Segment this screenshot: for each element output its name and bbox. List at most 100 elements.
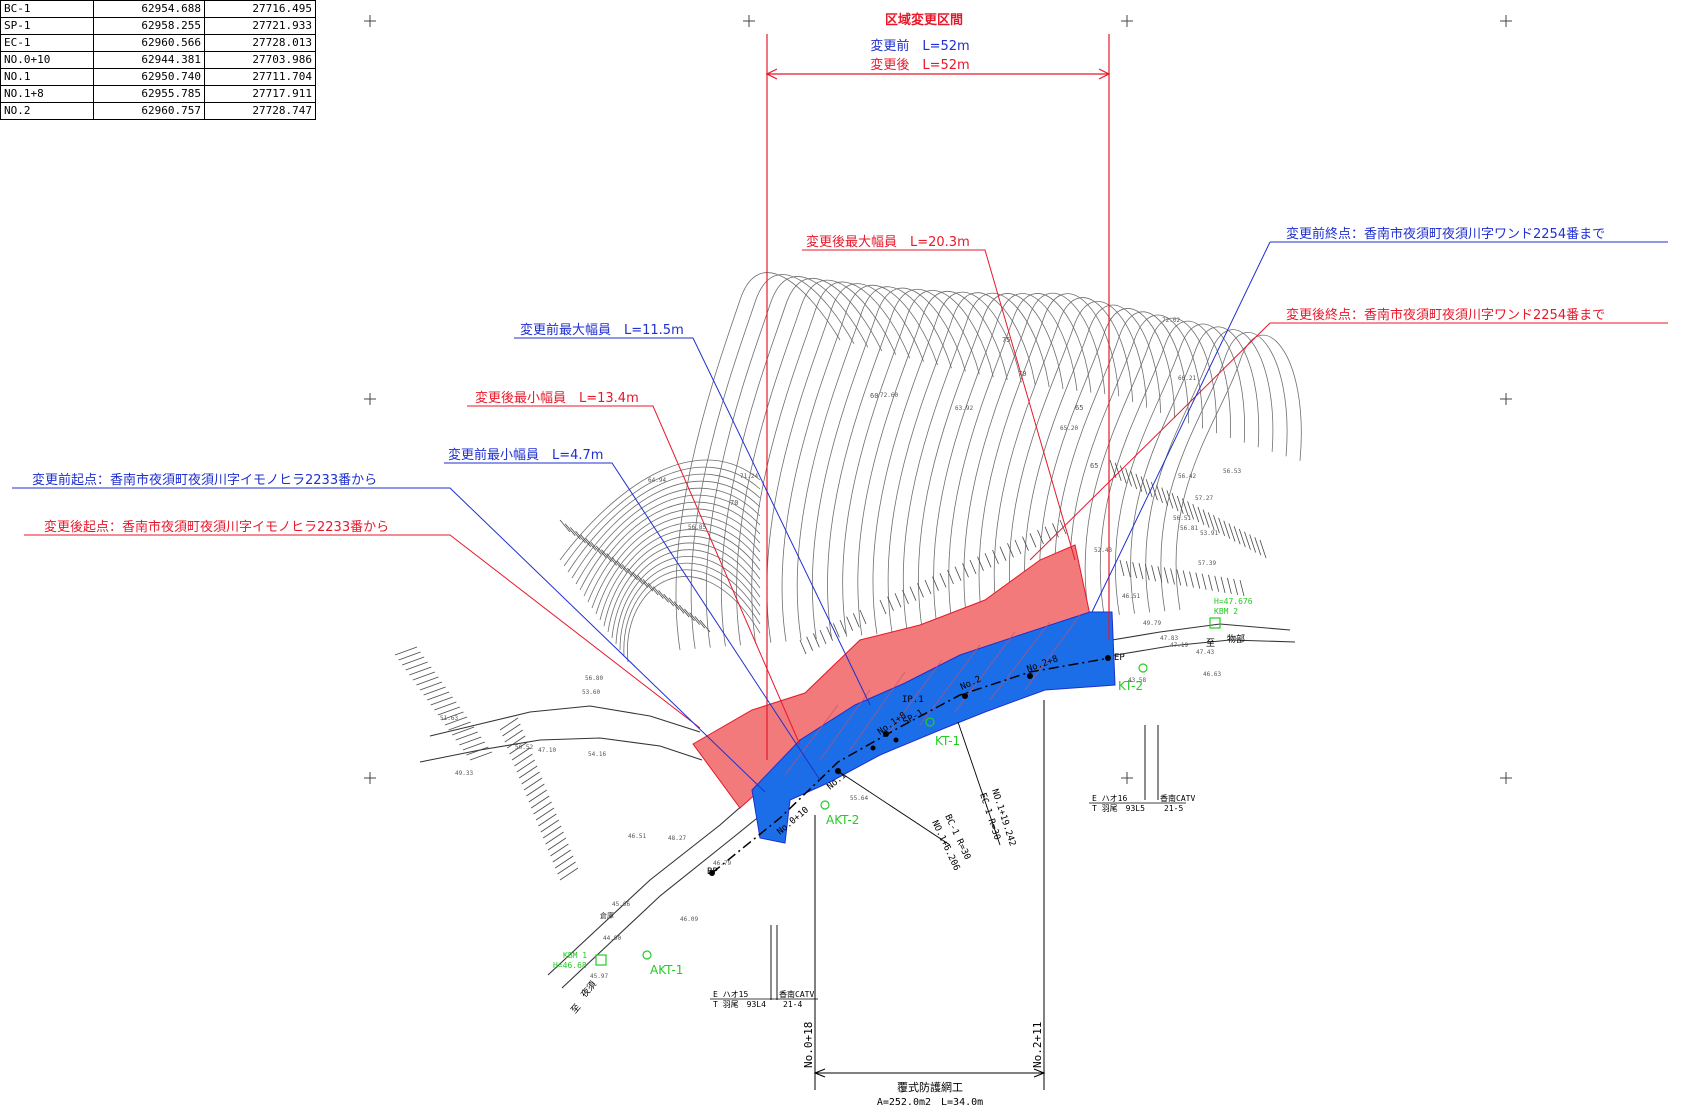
- hatch-line: [1109, 459, 1117, 479]
- hatch-line: [1228, 523, 1236, 542]
- dimension-station-left: No.0+18: [802, 1022, 815, 1068]
- hatch-line: [419, 681, 443, 691]
- hatch-line: [459, 736, 482, 746]
- contour-line: [963, 293, 1106, 628]
- section-title: 区域変更区間: [885, 12, 963, 28]
- elevation-label: 66.21: [1178, 375, 1196, 382]
- contour-line: [607, 542, 761, 633]
- elevation-label: 57.39: [1198, 560, 1216, 567]
- hatch-line: [590, 541, 602, 555]
- hatch-line: [540, 819, 560, 833]
- hatch-line: [1207, 512, 1215, 531]
- contour-line: [563, 466, 761, 567]
- contour-line: [615, 556, 761, 645]
- hatch-line: [637, 575, 649, 588]
- hatch-line: [1195, 572, 1201, 589]
- contour-line: [571, 480, 761, 579]
- contour-line: [751, 281, 911, 645]
- hatch-line: [1233, 578, 1239, 596]
- hatch-line: [1233, 526, 1241, 545]
- hatch-line: [533, 801, 552, 815]
- hatch-line: [1052, 523, 1059, 538]
- hatch-line: [499, 717, 519, 731]
- elevation-label: 56.81: [1180, 525, 1198, 532]
- hatch-line: [1144, 564, 1150, 581]
- hatch-line: [518, 765, 538, 779]
- pole-label: E ハオ15: [713, 990, 748, 999]
- elevation-label: 46.63: [1203, 671, 1221, 678]
- station-label: IP.1: [902, 695, 924, 705]
- hatch-line: [509, 741, 528, 755]
- contour-line: [1054, 311, 1189, 620]
- hatch-line: [1170, 568, 1175, 585]
- contour-line: [623, 569, 761, 657]
- dimension-station-right: No.2+11: [1031, 1022, 1044, 1068]
- elevation-label: 63.92: [955, 405, 973, 412]
- hatch-line: [859, 609, 867, 625]
- hatch-line: [1044, 526, 1052, 541]
- hatch-line: [535, 807, 555, 821]
- hatch-line: [1202, 509, 1210, 528]
- contour-line: [591, 515, 761, 609]
- hatch-line: [1132, 562, 1138, 579]
- x-coordinate-cell: 62950.740: [93, 68, 205, 86]
- contour-line: [583, 501, 761, 597]
- hatch-line: [552, 849, 572, 863]
- hatch-line: [999, 546, 1007, 561]
- hatch-line: [627, 567, 638, 581]
- contour-line: [1130, 326, 1260, 614]
- hatch-line: [554, 855, 574, 869]
- elevation-label: 54.16: [588, 751, 606, 758]
- contour-line: [1145, 329, 1274, 613]
- hatch-line: [924, 579, 932, 595]
- hatch-line: [506, 735, 526, 749]
- before-end-label: 変更前終点：香南市夜須町夜須川字ワンド2254番まで: [1286, 226, 1605, 242]
- hatch-line: [1135, 473, 1143, 492]
- hatch-line: [434, 701, 457, 711]
- hatch-line: [1130, 470, 1138, 490]
- survey-label: KT-2: [1118, 679, 1143, 693]
- elevation-label: 49.33: [455, 770, 473, 777]
- hatch-line: [909, 586, 917, 601]
- hatch-line: [595, 545, 607, 559]
- hatch-line: [1259, 539, 1267, 559]
- before-change-area: [751, 611, 1116, 844]
- survey-label: H=47.676: [1214, 597, 1253, 606]
- y-coordinate-cell: 27728.747: [204, 102, 316, 120]
- hatch-line: [542, 825, 562, 839]
- contour-line: [933, 293, 1078, 630]
- contour-label: 65: [1090, 462, 1098, 470]
- contour-line: [993, 297, 1134, 625]
- elevation-label: 65.20: [1060, 425, 1078, 432]
- hatch-line: [575, 530, 586, 544]
- point-name-cell: NO.0+10: [0, 51, 94, 69]
- hatch-line: [409, 666, 432, 676]
- contour-line: [559, 459, 761, 561]
- contour-line: [1084, 317, 1217, 618]
- contour-line: [1160, 332, 1288, 612]
- hatch-line: [1151, 565, 1156, 582]
- hatch-line: [559, 519, 571, 533]
- hatch-line: [606, 553, 617, 566]
- elevation-label: 53.60: [582, 689, 600, 696]
- hatch-line: [402, 656, 425, 666]
- hatch-line: [632, 571, 643, 585]
- ep-label: EP: [1114, 653, 1125, 663]
- contour-line: [902, 292, 1050, 632]
- hatch-line: [678, 604, 690, 618]
- hatch-line: [405, 661, 428, 671]
- hatch-line: [1182, 498, 1189, 517]
- contour-line: [766, 283, 925, 643]
- contour-line: [887, 292, 1036, 634]
- hatch-line: [939, 573, 947, 588]
- contour-line: [918, 293, 1064, 631]
- hatch-line: [954, 566, 962, 581]
- change-section-lines: [765, 34, 1111, 760]
- hatch-line: [832, 623, 840, 638]
- elevation-label: 48.27: [668, 835, 686, 842]
- elevation-label: 64.94: [648, 477, 666, 484]
- contour-line: [978, 293, 1120, 626]
- hatch-line: [992, 549, 999, 565]
- contour-label: 70: [1018, 370, 1026, 378]
- contour-label: 75: [1002, 336, 1010, 344]
